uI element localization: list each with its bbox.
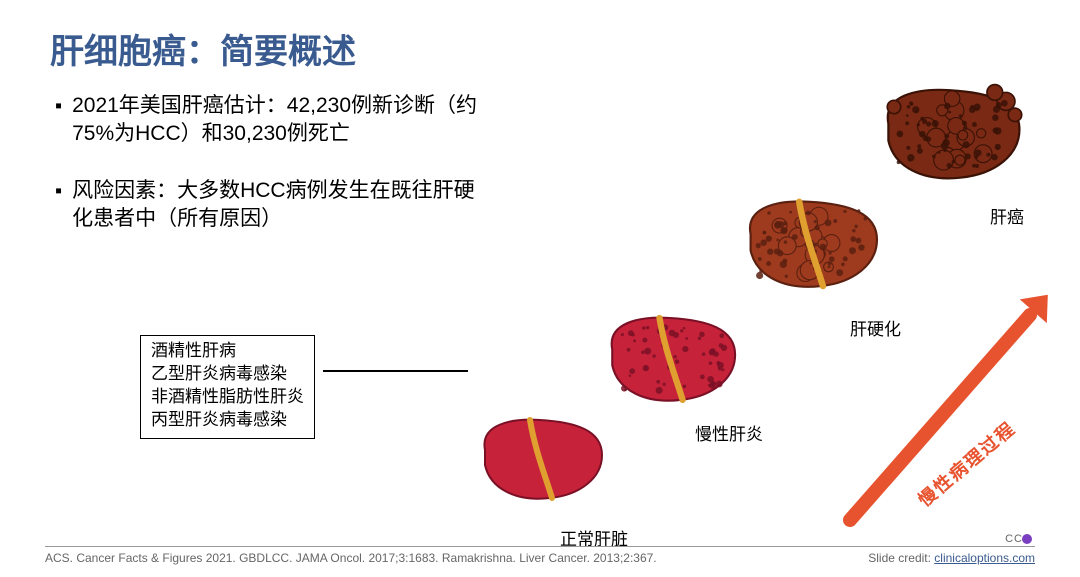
stage-label-cancer: 肝癌 [990, 203, 1024, 228]
slide-credit: Slide credit: clinicaloptions.com [868, 551, 1035, 565]
credit-link[interactable]: clinicaloptions.com [934, 551, 1035, 565]
liver-hepatitis [612, 318, 735, 401]
liver-cancer [887, 85, 1021, 179]
diagram-svg [470, 70, 1070, 540]
slide-root: 肝细胞癌：简要概述 ▪ 2021年美国肝癌估计：42,230例新诊断（约75%为… [0, 0, 1080, 577]
stage-label-hepatitis: 慢性肝炎 [695, 420, 763, 445]
liver-cirrhosis [750, 201, 877, 286]
bullet-text: 风险因素：大多数HCC病例发生在既往肝硬化患者中（所有原因） [72, 177, 485, 234]
risk-factor-line: 酒精性肝病 [151, 340, 304, 363]
bullet-1: ▪ 2021年美国肝癌估计：42,230例新诊断（约75%为HCC）和30,23… [55, 92, 485, 149]
risk-factors-box: 酒精性肝病 乙型肝炎病毒感染 非酒精性脂肪性肝炎 丙型肝炎病毒感染 [140, 335, 315, 439]
risk-box-connector [323, 370, 468, 372]
bullet-marker: ▪ [55, 92, 62, 149]
footer-bar: ACS. Cancer Facts & Figures 2021. GBDLCC… [45, 546, 1035, 565]
stage-label-cirrhosis: 肝硬化 [850, 315, 901, 340]
bullet-2: ▪ 风险因素：大多数HCC病例发生在既往肝硬化患者中（所有原因） [55, 177, 485, 234]
risk-factor-line: 丙型肝炎病毒感染 [151, 409, 304, 432]
risk-factor-line: 非酒精性脂肪性肝炎 [151, 386, 304, 409]
slide-title: 肝细胞癌：简要概述 [50, 24, 356, 73]
content-area: ▪ 2021年美国肝癌估计：42,230例新诊断（约75%为HCC）和30,23… [55, 92, 485, 261]
citation-text: ACS. Cancer Facts & Figures 2021. GBDLCC… [45, 551, 657, 565]
bullet-text: 2021年美国肝癌估计：42,230例新诊断（约75%为HCC）和30,230例… [72, 92, 485, 149]
bullet-marker: ▪ [55, 177, 62, 234]
risk-factor-line: 乙型肝炎病毒感染 [151, 363, 304, 386]
liver-normal [484, 420, 602, 499]
liver-progression-diagram: 正常肝脏 慢性肝炎 肝硬化 肝癌 慢性病理过程 [470, 70, 1070, 540]
cco-logo: CC [1005, 533, 1032, 545]
